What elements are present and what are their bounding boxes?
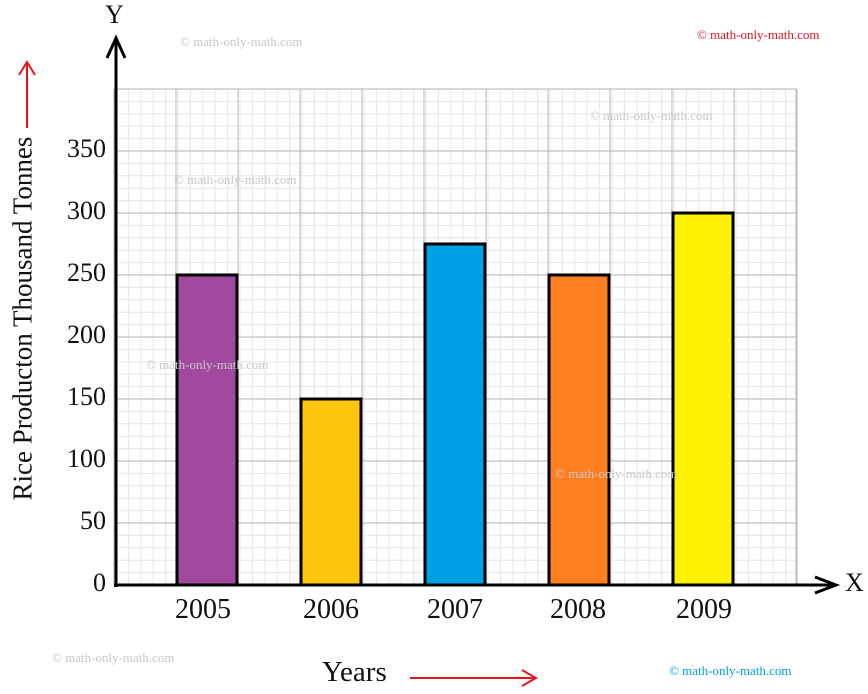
y-tick-label: 0 — [93, 568, 106, 597]
watermark: © math-only-math.com — [174, 172, 297, 187]
y-tick-label: 200 — [67, 320, 106, 349]
y-tick-label: 100 — [67, 444, 106, 473]
watermark: © math-only-math.com — [697, 27, 820, 42]
y-tick-label: 350 — [67, 134, 106, 163]
y-tick-label: 150 — [67, 382, 106, 411]
y-tick-label: 300 — [67, 196, 106, 225]
watermark: © math-only-math.com — [180, 34, 303, 49]
x-axis-title: Years — [322, 656, 387, 688]
y-axis-title: Rice Producton Thousand Tonnes — [7, 136, 38, 501]
watermark: © math-only-math.com — [669, 663, 792, 678]
y-tick-label: 250 — [67, 258, 106, 287]
bar-2008 — [547, 273, 611, 587]
watermark: © math-only-math.com — [52, 650, 175, 665]
watermark: © math-only-math.com — [590, 108, 713, 123]
bars — [175, 211, 735, 587]
x-tick-label: 2009 — [676, 594, 732, 625]
bar-2009 — [671, 211, 735, 587]
x-tick-label: 2006 — [303, 594, 359, 625]
y-axis-letter: Y — [105, 0, 124, 29]
watermark: © math-only-math.com — [146, 357, 269, 372]
ylabel-arrow-icon — [18, 60, 36, 128]
bar-2006 — [299, 397, 363, 587]
x-tick-label: 2005 — [175, 594, 231, 625]
bar-2005 — [175, 273, 239, 587]
watermark: © math-only-math.com — [555, 466, 678, 481]
xlabel-arrow-icon — [410, 669, 539, 687]
x-tick-label: 2008 — [550, 594, 606, 625]
x-axis-arrow-icon — [814, 575, 841, 595]
y-axis-arrow-icon — [105, 34, 127, 59]
y-tick-label: 50 — [80, 506, 106, 535]
bar-2007 — [423, 242, 487, 587]
x-axis-letter: X — [845, 568, 864, 597]
x-tick-label: 2007 — [427, 594, 483, 625]
axes — [105, 34, 841, 595]
